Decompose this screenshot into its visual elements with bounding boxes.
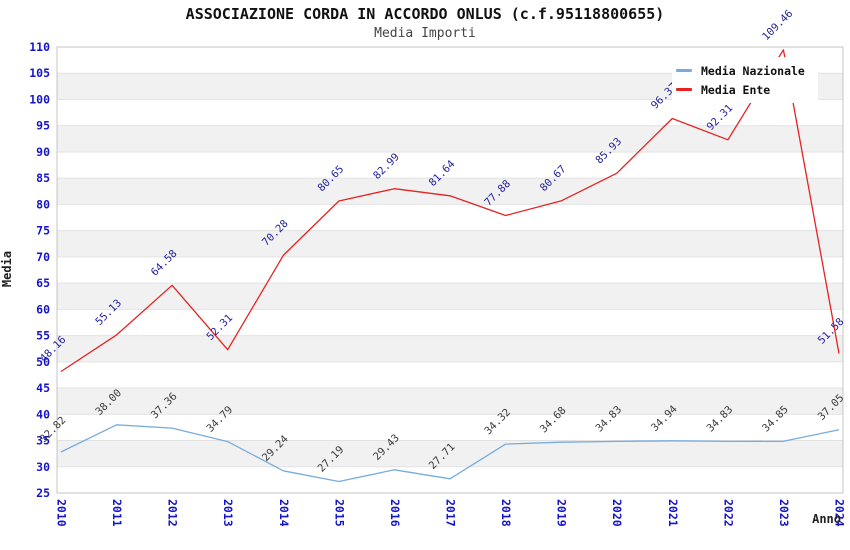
data-label: 109.46 bbox=[760, 8, 795, 43]
legend-item-media-nazionale: Media Nazionale bbox=[676, 61, 816, 80]
legend-label: Media Ente bbox=[701, 82, 771, 97]
x-tick-label: 2019 bbox=[555, 499, 569, 527]
y-tick-label: 85 bbox=[36, 171, 50, 185]
plot-band bbox=[57, 283, 843, 310]
y-tick-label: 40 bbox=[36, 407, 50, 421]
y-tick-label: 25 bbox=[36, 486, 50, 500]
x-tick-label: 2020 bbox=[610, 499, 624, 527]
x-tick-label: 2017 bbox=[444, 499, 458, 527]
y-tick-label: 50 bbox=[36, 355, 50, 369]
plot-band bbox=[57, 178, 843, 205]
legend-item-media-ente: Media Ente bbox=[676, 80, 816, 99]
y-tick-label: 75 bbox=[36, 224, 50, 238]
x-axis-title: Anno bbox=[812, 512, 841, 526]
y-tick-label: 95 bbox=[36, 119, 50, 133]
y-axis-title: Media bbox=[0, 250, 14, 288]
x-tick-label: 2011 bbox=[110, 499, 124, 527]
x-tick-label: 2016 bbox=[388, 499, 402, 527]
x-tick-label: 2022 bbox=[721, 499, 735, 527]
x-tick-label: 2018 bbox=[499, 499, 513, 527]
x-tick-label: 2010 bbox=[55, 499, 69, 527]
media-nazionale-line-swatch bbox=[676, 69, 692, 72]
y-tick-label: 70 bbox=[36, 250, 50, 264]
x-tick-label: 2013 bbox=[221, 499, 235, 527]
legend: Media Nazionale Media Ente bbox=[672, 57, 818, 103]
y-tick-label: 60 bbox=[36, 302, 50, 316]
plot-band bbox=[57, 230, 843, 257]
data-label: 82.99 bbox=[371, 151, 402, 182]
plot-band bbox=[57, 125, 843, 152]
y-tick-label: 65 bbox=[36, 276, 50, 290]
plot-border bbox=[56, 46, 844, 494]
y-tick-label: 105 bbox=[29, 66, 50, 80]
plot-band bbox=[57, 440, 843, 467]
series-line-media-ente bbox=[60, 49, 840, 373]
legend-label: Media Nazionale bbox=[701, 63, 805, 78]
media-ente-line-swatch bbox=[676, 88, 692, 91]
x-tick-label: 2012 bbox=[166, 499, 180, 527]
plot-band bbox=[57, 388, 843, 415]
y-tick-label: 45 bbox=[36, 381, 50, 395]
y-tick-label: 55 bbox=[36, 329, 50, 343]
chart-subtitle: Media Importi bbox=[374, 26, 476, 41]
x-tick-label: 2015 bbox=[332, 499, 346, 527]
x-tick-label: 2021 bbox=[666, 499, 680, 527]
x-tick-label: 2014 bbox=[277, 499, 291, 527]
series-line-media-nazionale bbox=[60, 424, 840, 483]
y-tick-label: 110 bbox=[29, 40, 50, 54]
y-tick-label: 35 bbox=[36, 434, 50, 448]
y-tick-label: 80 bbox=[36, 197, 50, 211]
x-tick-label: 2024 bbox=[833, 499, 847, 527]
x-tick-label: 2023 bbox=[777, 499, 791, 527]
plot-band bbox=[57, 335, 843, 362]
chart-title: ASSOCIAZIONE CORDA IN ACCORDO ONLUS (c.f… bbox=[185, 5, 665, 23]
y-tick-label: 30 bbox=[36, 460, 50, 474]
y-tick-label: 100 bbox=[29, 92, 50, 106]
y-tick-label: 90 bbox=[36, 145, 50, 159]
